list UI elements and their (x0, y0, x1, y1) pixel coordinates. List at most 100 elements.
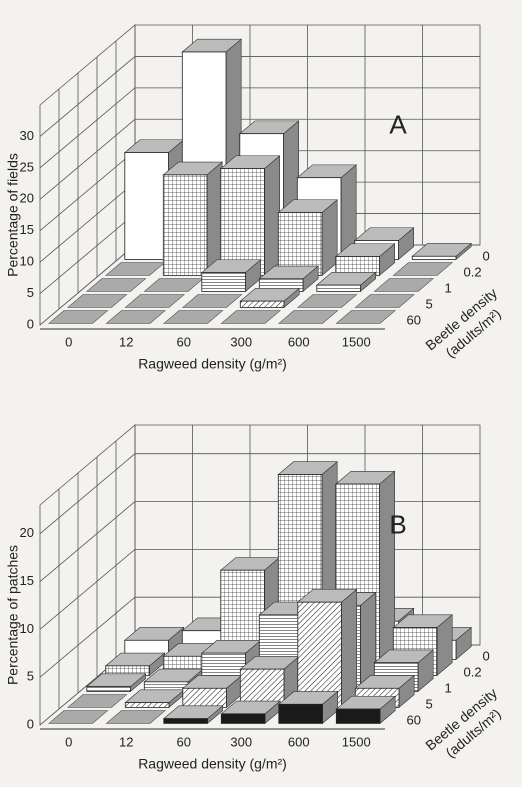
z-tick-label: 5 (27, 669, 34, 684)
legend-entry: 60 (407, 712, 421, 727)
bar-3d (124, 689, 186, 709)
x-axis-title: Ragweed density (g/m²) (138, 756, 287, 772)
z-tick-label: 15 (20, 573, 34, 588)
x-tick-label: 1500 (342, 734, 371, 749)
bar (162, 174, 208, 276)
bar-side (321, 199, 338, 277)
bar-side (264, 155, 281, 277)
bar (124, 702, 170, 708)
bar-side (379, 470, 396, 677)
bar-side (341, 588, 358, 709)
panel-label: A (389, 109, 407, 139)
bar (220, 713, 266, 724)
bar-3d (335, 695, 397, 725)
bar (181, 294, 243, 308)
bar-3d (162, 705, 224, 725)
bar (201, 272, 246, 292)
bar-3d (277, 690, 339, 725)
bar (239, 300, 285, 308)
legend-entry: 0 (483, 648, 490, 663)
z-tick-label: 10 (20, 621, 34, 636)
bar (66, 294, 128, 308)
z-tick-label: 5 (27, 285, 34, 300)
z-tick-label: 30 (20, 128, 34, 143)
panel-label: B (389, 509, 406, 539)
x-axis-title: Ragweed density (g/m²) (138, 356, 287, 372)
bar (86, 686, 131, 692)
grid-line (39, 118, 480, 200)
bar (66, 694, 128, 708)
bar (296, 294, 358, 308)
legend-entry: 1 (445, 280, 452, 295)
x-tick-label: 12 (119, 334, 133, 349)
bar (278, 703, 323, 724)
legend-entry: 5 (426, 696, 433, 711)
grid-line (39, 87, 480, 169)
bar (47, 310, 109, 324)
bar (85, 278, 147, 292)
bar (162, 310, 224, 324)
bar (335, 708, 381, 724)
legend-entry: 5 (426, 296, 433, 311)
grid-line (39, 56, 480, 137)
z-tick-label: 25 (20, 159, 34, 174)
x-tick-label: 1500 (342, 334, 371, 349)
x-tick-label: 12 (119, 734, 133, 749)
legend-entry: 0.2 (464, 264, 482, 279)
bar (182, 687, 227, 708)
z-axis-title: Percentage of fields (5, 153, 21, 277)
z-tick-label: 10 (20, 254, 34, 269)
bar (277, 212, 323, 276)
x-tick-label: 0 (65, 334, 72, 349)
grid-line (39, 453, 480, 535)
bar (277, 310, 339, 324)
bar (124, 152, 169, 260)
legend-entry: 0 (483, 248, 490, 263)
z-tick-label: 15 (20, 222, 34, 237)
bar-3d (220, 700, 282, 725)
bar (163, 718, 208, 724)
x-tick-label: 300 (230, 334, 252, 349)
z-tick-label: 0 (27, 716, 34, 731)
x-tick-label: 600 (288, 734, 310, 749)
bar-3d (85, 673, 147, 693)
bar (220, 310, 282, 324)
bar (297, 601, 342, 708)
bar-3d (239, 287, 301, 309)
bar-3d (200, 259, 262, 293)
legend-entry: 60 (407, 312, 421, 327)
bar-3d (315, 271, 377, 293)
bar (316, 284, 361, 292)
bar (124, 294, 186, 308)
bar (220, 168, 265, 276)
bar-3d (181, 674, 243, 709)
bar (373, 278, 435, 292)
bar (47, 710, 109, 724)
bar-side (206, 161, 223, 277)
bar (143, 278, 205, 292)
x-tick-label: 60 (177, 734, 191, 749)
bar (354, 294, 416, 308)
bar-3d (219, 155, 281, 277)
z-tick-label: 20 (20, 525, 34, 540)
bar-3d (411, 242, 473, 261)
bar-3d (296, 588, 358, 709)
bar-3d (334, 243, 396, 277)
bar-3d (277, 199, 339, 277)
bar (335, 310, 397, 324)
z-tick-label: 20 (20, 191, 34, 206)
bar-3d (162, 161, 224, 277)
x-tick-label: 600 (288, 334, 310, 349)
z-axis-title: Percentage of patches (5, 545, 21, 685)
x-tick-label: 300 (230, 734, 252, 749)
z-tick-label: 0 (27, 316, 34, 331)
bar (105, 310, 167, 324)
x-tick-label: 0 (65, 734, 72, 749)
bar (411, 255, 457, 260)
x-tick-label: 60 (177, 334, 191, 349)
bar (105, 710, 167, 724)
bar (104, 262, 166, 276)
bar (392, 262, 454, 276)
legend-entry: 0.2 (464, 664, 482, 679)
